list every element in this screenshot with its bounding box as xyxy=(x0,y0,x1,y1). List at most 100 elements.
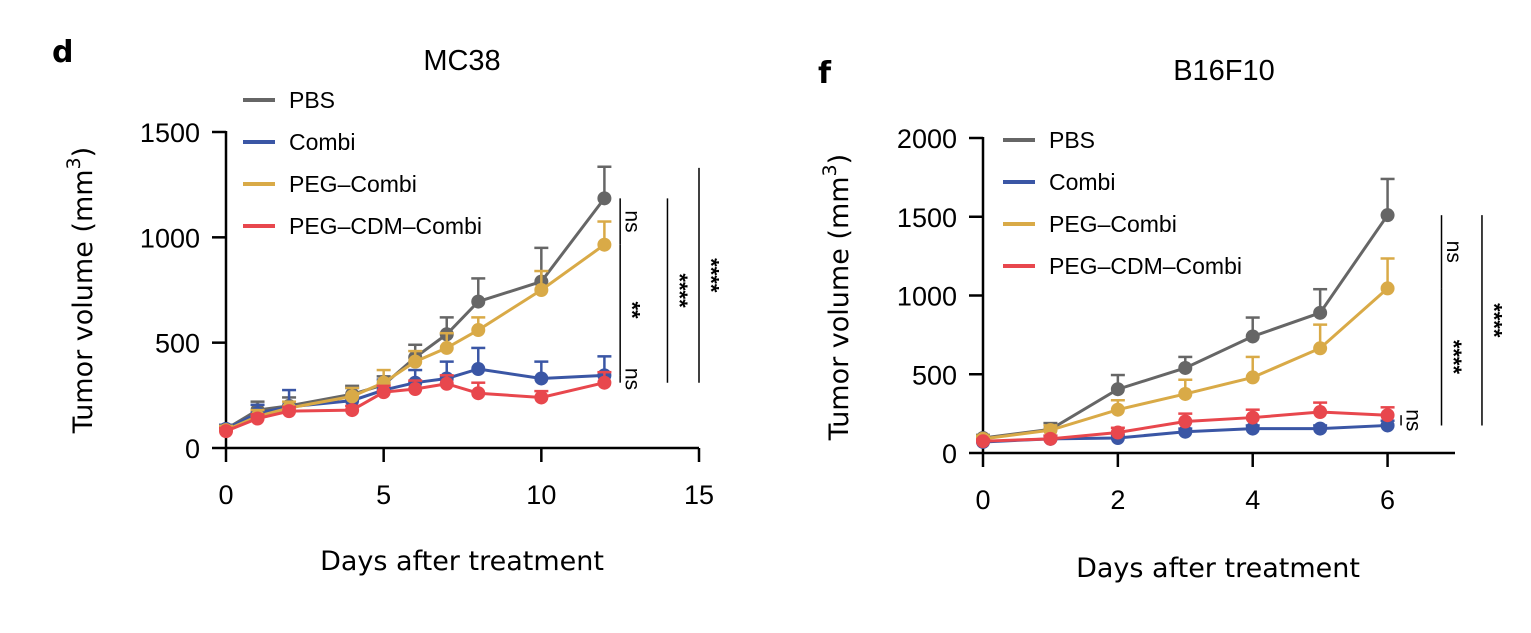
significance-group: ns ** ns **** **** xyxy=(619,167,724,390)
x-tick-label: 15 xyxy=(684,480,714,510)
panel-mc38: d MC38 Days after treatment Tumor volume… xyxy=(52,35,724,577)
data-point xyxy=(471,362,486,376)
data-point xyxy=(376,385,391,400)
data-point xyxy=(250,411,265,426)
series-line xyxy=(225,243,606,432)
data-point xyxy=(471,323,486,338)
legend-label-peg-combi: PEG–Combi xyxy=(289,171,417,197)
series-line xyxy=(225,381,605,433)
data-point xyxy=(1110,382,1125,397)
data-point xyxy=(408,354,423,369)
y-tick-label: 1000 xyxy=(140,223,200,253)
data-point xyxy=(471,294,486,309)
data-point xyxy=(439,340,454,355)
data-point xyxy=(1178,386,1193,401)
data-point xyxy=(471,386,486,401)
data-point xyxy=(1313,305,1328,320)
data-point xyxy=(1245,370,1260,385)
data-point xyxy=(1313,421,1328,436)
data-point xyxy=(534,390,549,405)
legend-label-peg-combi: PEG–Combi xyxy=(1049,211,1177,237)
series-group xyxy=(219,165,612,439)
significance-label: **** xyxy=(1481,303,1506,338)
x-tick-label: 10 xyxy=(526,480,556,510)
data-point xyxy=(597,237,612,252)
y-tick-label: 0 xyxy=(942,439,957,469)
data-point xyxy=(1380,408,1395,423)
series-line xyxy=(225,367,605,431)
significance-label: **** xyxy=(667,273,692,308)
chart-title: B16F10 xyxy=(1173,55,1275,87)
data-point xyxy=(1178,424,1193,439)
data-point xyxy=(1110,402,1125,417)
x-tick-label: 4 xyxy=(1245,485,1260,515)
y-tick-label: 1500 xyxy=(140,118,200,148)
data-point xyxy=(976,434,990,449)
data-point xyxy=(1245,410,1260,425)
y-tick-label: 0 xyxy=(185,434,200,464)
legend-label-pbs: PBS xyxy=(289,87,335,113)
panel-b16f10: f B16F10 Days after treatment Tumor volu… xyxy=(818,55,1506,584)
data-point xyxy=(1178,414,1193,429)
data-point xyxy=(1313,341,1328,356)
data-point xyxy=(1110,425,1125,440)
significance-label: **** xyxy=(699,258,724,293)
y-axis-label: Tumor volume (mm3) xyxy=(819,154,855,441)
data-point xyxy=(282,404,297,419)
data-point xyxy=(534,283,549,297)
data-point xyxy=(1043,431,1058,446)
axes: 0 2 4 6 0 500 1000 1500 2000 xyxy=(897,124,1455,515)
data-point xyxy=(597,375,612,390)
significance-label: ** xyxy=(620,301,645,319)
x-axis-label: Days after treatment xyxy=(1076,553,1360,584)
legend-label-peg-cdm-combi: PEG–CDM–Combi xyxy=(1049,253,1242,279)
y-tick-label: 2000 xyxy=(897,124,957,154)
series-pbs xyxy=(976,177,1395,446)
significance-label: ns xyxy=(621,210,644,232)
significance-label: ns xyxy=(1442,241,1465,263)
series-group xyxy=(976,177,1395,449)
data-point xyxy=(439,376,454,391)
series-line xyxy=(982,214,1389,440)
data-point xyxy=(1380,208,1395,223)
series-peg-cdm-combi xyxy=(219,370,612,439)
data-point xyxy=(345,389,360,404)
data-point xyxy=(534,371,549,386)
legend-label-peg-cdm-combi: PEG–CDM–Combi xyxy=(289,213,482,239)
y-tick-label: 500 xyxy=(155,329,200,359)
x-tick-label: 2 xyxy=(1110,485,1125,515)
y-tick-label: 500 xyxy=(912,360,957,390)
series-peg-cdm-combi xyxy=(976,401,1395,449)
legend-label-combi: Combi xyxy=(1049,169,1115,195)
axes: 0 5 10 15 0 500 1000 1500 xyxy=(140,118,714,510)
significance-label: ns xyxy=(621,368,644,390)
data-point xyxy=(1245,421,1260,436)
significance-label: **** xyxy=(1441,340,1466,375)
data-point xyxy=(408,382,423,397)
data-point xyxy=(1313,405,1328,420)
panel-letter: f xyxy=(818,56,832,91)
legend: PBS Combi PEG–Combi PEG–CDM–Combi xyxy=(1003,127,1242,279)
data-point xyxy=(1380,418,1395,433)
data-point xyxy=(597,191,612,206)
y-tick-label: 1000 xyxy=(897,282,957,312)
x-tick-label: 0 xyxy=(975,485,990,515)
x-tick-label: 5 xyxy=(376,480,391,510)
legend-label-combi: Combi xyxy=(289,129,355,155)
data-point xyxy=(1380,281,1395,296)
y-tick-label: 1500 xyxy=(897,203,957,233)
significance-group: ns **** ns **** xyxy=(1400,215,1506,431)
significance-label: ns xyxy=(1402,409,1425,431)
x-tick-label: 0 xyxy=(218,480,233,510)
x-tick-label: 6 xyxy=(1380,485,1395,515)
legend-label-pbs: PBS xyxy=(1049,127,1095,153)
series-peg-combi xyxy=(219,220,612,438)
data-point xyxy=(345,403,360,418)
panel-letter: d xyxy=(52,35,73,70)
data-point xyxy=(1245,329,1260,344)
chart-title: MC38 xyxy=(423,45,500,77)
legend: PBS Combi PEG–Combi PEG–CDM–Combi xyxy=(243,87,482,239)
data-point xyxy=(1178,360,1193,375)
y-axis-label: Tumor volume (mm3) xyxy=(63,147,99,434)
